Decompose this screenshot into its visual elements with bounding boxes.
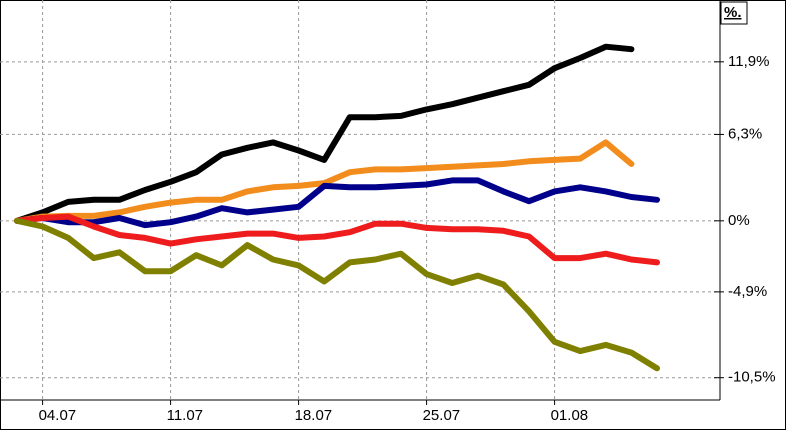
y-unit-label: %. <box>724 4 742 21</box>
unit-box <box>720 1 748 25</box>
series-line <box>14 217 660 372</box>
y-tick-label: -4,9% <box>728 283 767 300</box>
x-tick-label: 04.07 <box>39 407 77 424</box>
series-line <box>14 43 635 224</box>
y-tick-label: 0% <box>728 212 750 229</box>
series-line <box>14 213 660 266</box>
x-tick-label: 01.08 <box>551 407 589 424</box>
series-line <box>14 177 660 229</box>
x-tick-label: 25.07 <box>423 407 461 424</box>
x-tick-label: 11.07 <box>167 407 203 424</box>
y-tick-label: 6,3% <box>728 125 762 142</box>
y-tick-label: 11,9% <box>728 53 769 70</box>
x-tick-label: 18.07 <box>295 407 333 424</box>
y-tick-label: -10,5% <box>728 369 776 386</box>
